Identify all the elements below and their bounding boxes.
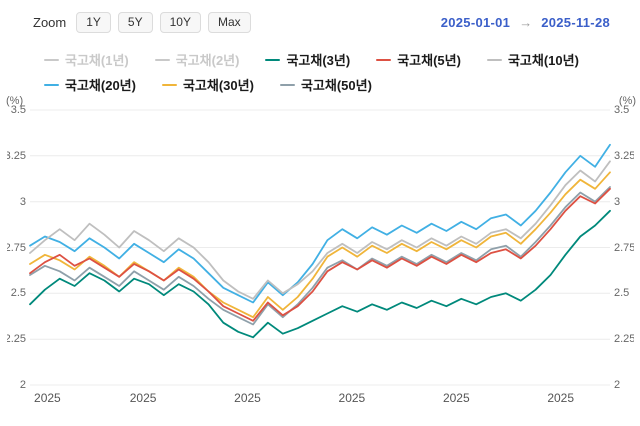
y-axis-label: 3.5 xyxy=(614,104,630,116)
legend-marker-icon xyxy=(279,83,295,86)
legend-item-8[interactable]: 국고채(50년) xyxy=(279,75,372,94)
legend-label: 국고채(30년) xyxy=(182,78,254,93)
legend-label: 국고채(5년) xyxy=(397,53,461,68)
legend-item-2[interactable]: 국고채(2년) xyxy=(154,50,240,69)
zoom-button-10y[interactable]: 10Y xyxy=(159,11,201,33)
legend: 국고채(1년) 국고채(2년) 국고채(3년) 국고채(5년) 국고채(10년) 국고채(… xyxy=(44,50,622,94)
zoom-button-5y[interactable]: 5Y xyxy=(117,11,153,33)
legend-item-6[interactable]: 국고채(20년) xyxy=(44,75,136,94)
y-axis-right: 2 2.25 2.5 2.75 3 3.25 3.5 xyxy=(614,102,634,393)
y-axis-label: 3 xyxy=(19,195,26,208)
legend-label: 국고채(20년) xyxy=(65,78,136,93)
legend-marker-icon xyxy=(44,58,59,61)
chart-area: (%) (%) 2 2.25 2.5 2.75 3 3.25 3.5 2 2.25 2.5 2.7… xyxy=(0,95,640,426)
y-axis-label: 3.5 xyxy=(10,104,26,116)
legend-marker-icon xyxy=(44,83,59,86)
legend-label: 국고채(3년) xyxy=(286,53,351,68)
y-axis-label: 2.25 xyxy=(614,333,634,346)
legend-item-3[interactable]: 국고채(3년) xyxy=(265,50,350,69)
legend-item-1[interactable]: 국고채(1년) xyxy=(44,50,129,69)
range-toolbar: Zoom 1Y 5Y 10Y Max 2025-01-01 → 2025-11-28 xyxy=(33,11,610,33)
series-line-국고채(10년)[interactable] xyxy=(29,160,611,300)
series-line-국고채(5년)[interactable] xyxy=(29,187,611,322)
legend-label: 국고채(50년) xyxy=(300,78,372,93)
legend-marker-icon xyxy=(376,58,392,61)
zoom-button-max[interactable]: Max xyxy=(207,11,251,33)
legend-marker-icon xyxy=(486,58,502,61)
y-axis-left: 2 2.25 2.5 2.75 3 3.25 3.5 xyxy=(7,102,26,393)
series-line-국고채(3년)[interactable] xyxy=(29,209,611,339)
series-line-국고채(50년)[interactable] xyxy=(29,186,611,326)
series-line-국고채(20년)[interactable] xyxy=(29,143,611,304)
y-axis-label: 2 xyxy=(19,379,26,391)
y-axis-label: 2.5 xyxy=(10,287,26,300)
y-axis-unit-right: (%) xyxy=(618,95,636,107)
legend-item-5[interactable]: 국고채(10년) xyxy=(486,50,579,69)
x-axis: 2025 2025 2025 2025 2025 2025 xyxy=(30,391,610,407)
zoom-label: Zoom xyxy=(33,14,67,30)
y-axis-label: 3 xyxy=(614,195,621,208)
legend-label: 국고채(1년) xyxy=(65,53,129,68)
y-axis-label: 3.25 xyxy=(614,149,634,162)
date-range: 2025-01-01 → 2025-11-28 xyxy=(441,15,610,30)
y-axis-unit-left: (%) xyxy=(6,95,24,107)
legend-marker-icon xyxy=(154,58,170,61)
y-axis-label: 2.75 xyxy=(7,241,26,254)
legend-marker-icon xyxy=(265,58,281,61)
date-to-input[interactable]: 2025-11-28 xyxy=(541,14,610,30)
x-axis-label: 2025 xyxy=(34,391,61,405)
x-axis-label: 2025 xyxy=(234,391,261,405)
y-axis-label: 2.5 xyxy=(614,287,630,300)
arrow-right-icon: → xyxy=(519,14,533,30)
y-axis-label: 2 xyxy=(614,379,621,391)
zoom-button-1y[interactable]: 1Y xyxy=(76,11,111,33)
y-axis-label: 2.75 xyxy=(614,241,634,254)
legend-item-7[interactable]: 국고채(30년) xyxy=(161,75,254,94)
x-axis-label: 2025 xyxy=(338,391,366,405)
x-axis-label: 2025 xyxy=(547,391,575,405)
legend-item-4[interactable]: 국고채(5년) xyxy=(376,50,461,69)
x-axis-label: 2025 xyxy=(129,391,157,405)
y-axis-label: 3.25 xyxy=(7,149,26,162)
x-axis-label: 2025 xyxy=(442,391,470,405)
legend-label: 국고채(10년) xyxy=(507,53,579,68)
date-from-input[interactable]: 2025-01-01 xyxy=(440,14,511,30)
zoom-button-group: 1Y 5Y 10Y Max xyxy=(76,11,251,33)
legend-label: 국고채(2년) xyxy=(175,53,240,68)
legend-marker-icon xyxy=(161,83,177,86)
y-axis-label: 2.25 xyxy=(7,333,26,346)
chart-plot-area[interactable] xyxy=(29,109,611,386)
